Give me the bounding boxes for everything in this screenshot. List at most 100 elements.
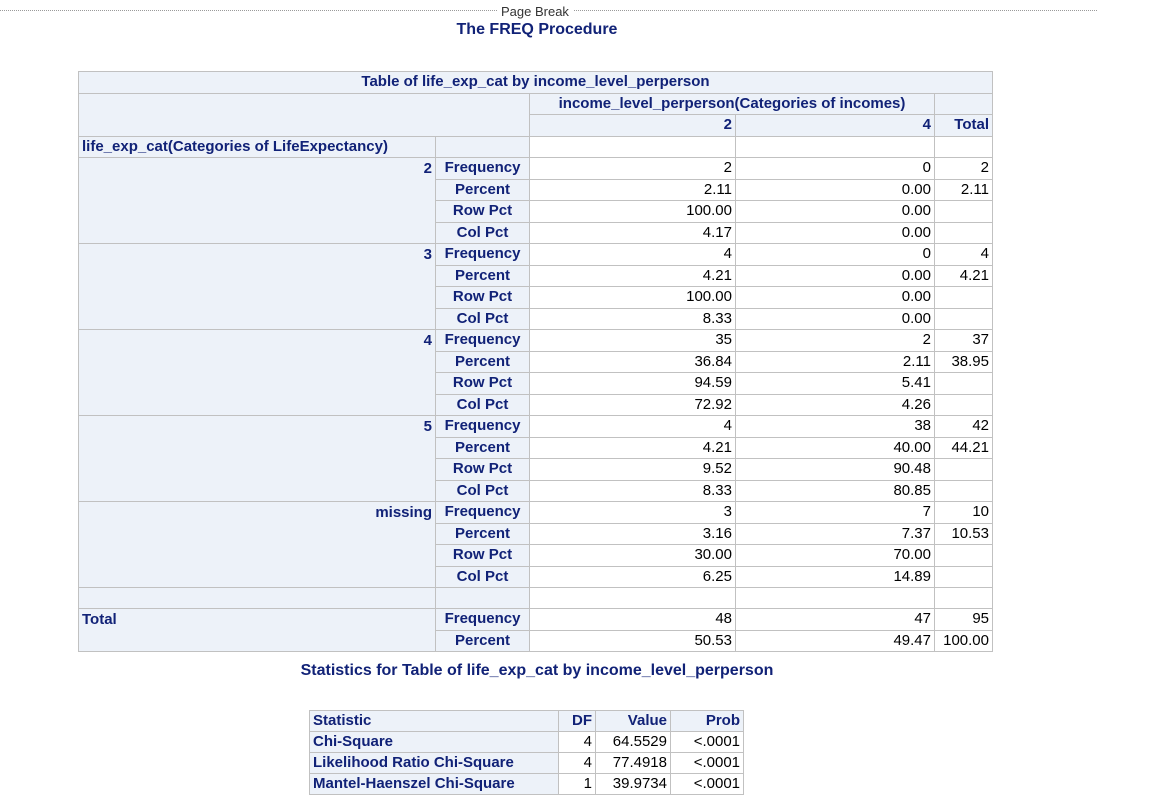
cell-value: 4.26 bbox=[735, 393, 935, 416]
statistic-name: Chi-Square bbox=[309, 731, 559, 753]
row-level-spacer bbox=[78, 222, 436, 244]
row-level-spacer bbox=[78, 458, 436, 480]
row-total-value bbox=[934, 479, 993, 502]
statistic-label: Col Pct bbox=[435, 565, 530, 588]
cell-value: 0.00 bbox=[735, 178, 935, 201]
statistic-row: Chi-Square 4 64.5529 <.0001 bbox=[309, 731, 744, 753]
cell-value: 4.21 bbox=[529, 264, 736, 287]
cell-value: 100.00 bbox=[529, 200, 736, 223]
prob-header: Prob bbox=[670, 710, 744, 732]
statistics-table: Statistic DF Value Prob Chi-Square 4 64.… bbox=[309, 710, 744, 795]
row-total-value: 10.53 bbox=[934, 522, 993, 545]
cell-value: 35 bbox=[529, 329, 736, 352]
column-level-header: 4 bbox=[735, 114, 935, 137]
statistic-value: 39.9734 bbox=[595, 773, 671, 795]
row-total-value bbox=[934, 307, 993, 330]
row-total-value: 4.21 bbox=[934, 264, 993, 287]
page-break-label: Page Break bbox=[497, 4, 573, 19]
cell-value: 6.25 bbox=[529, 565, 736, 588]
statistic-label: Frequency bbox=[435, 243, 530, 266]
cell-value: 8.33 bbox=[529, 479, 736, 502]
row-level-spacer bbox=[78, 437, 436, 459]
cell-value: 90.48 bbox=[735, 458, 935, 481]
cell-value: 3 bbox=[529, 501, 736, 524]
row-level-spacer bbox=[78, 544, 436, 566]
cell-value: 30.00 bbox=[529, 544, 736, 567]
statistic-label: Percent bbox=[435, 629, 530, 652]
column-total-value: 50.53 bbox=[529, 629, 736, 652]
statistic-label: Col Pct bbox=[435, 307, 530, 330]
grand-total-value: 100.00 bbox=[934, 629, 993, 652]
blank-cell bbox=[529, 135, 736, 158]
row-level-label: 4 bbox=[78, 329, 436, 351]
total-row-spacer bbox=[78, 630, 436, 652]
crosstab-row: Row Pct 100.00 0.00 bbox=[78, 286, 993, 309]
crosstab-row: Col Pct 8.33 80.85 bbox=[78, 479, 993, 502]
row-level-label: missing bbox=[78, 501, 436, 523]
statistic-label: Percent bbox=[435, 522, 530, 545]
total-header-spacer bbox=[934, 92, 993, 115]
row-level-spacer bbox=[78, 566, 436, 588]
row-total-value: 2 bbox=[934, 157, 993, 180]
row-level-spacer bbox=[78, 308, 436, 330]
cell-value: 2.11 bbox=[735, 350, 935, 373]
statistic-prob: <.0001 bbox=[670, 773, 744, 795]
crosstab-row: 5 Frequency 4 38 42 bbox=[78, 415, 993, 438]
cell-value: 2.11 bbox=[529, 178, 736, 201]
statistic-label: Frequency bbox=[435, 608, 530, 631]
output-page: Page Break The FREQ Procedure Table of l… bbox=[0, 4, 1097, 795]
crosstab-row: Percent 3.16 7.37 10.53 bbox=[78, 522, 993, 545]
row-total-value bbox=[934, 200, 993, 223]
cell-value: 80.85 bbox=[735, 479, 935, 502]
cell-value: 72.92 bbox=[529, 393, 736, 416]
statistic-label: Row Pct bbox=[435, 200, 530, 223]
blank-cell bbox=[934, 587, 993, 609]
statistic-label: Row Pct bbox=[435, 372, 530, 395]
crosstab-row: Percent 36.84 2.11 38.95 bbox=[78, 350, 993, 373]
cell-value: 4 bbox=[529, 415, 736, 438]
statistic-label: Col Pct bbox=[435, 393, 530, 416]
statistic-label: Col Pct bbox=[435, 479, 530, 502]
separator-cell bbox=[435, 587, 530, 609]
cell-value: 0 bbox=[735, 243, 935, 266]
row-level-spacer bbox=[78, 286, 436, 308]
cell-value: 7 bbox=[735, 501, 935, 524]
procedure-title: The FREQ Procedure bbox=[456, 21, 618, 38]
row-total-value: 38.95 bbox=[934, 350, 993, 373]
cell-value: 40.00 bbox=[735, 436, 935, 459]
column-total-value: 49.47 bbox=[735, 629, 935, 652]
crosstab-row: Percent 4.21 0.00 4.21 bbox=[78, 264, 993, 287]
column-level-header: 2 bbox=[529, 114, 736, 137]
row-level-spacer bbox=[78, 480, 436, 502]
crosstab-row: Row Pct 9.52 90.48 bbox=[78, 458, 993, 481]
corner-cell bbox=[78, 92, 530, 137]
statistic-df: 4 bbox=[558, 731, 596, 753]
statistic-value: 77.4918 bbox=[595, 752, 671, 774]
crosstab-row: Col Pct 4.17 0.00 bbox=[78, 221, 993, 244]
crosstab-row: Percent 2.11 0.00 2.11 bbox=[78, 178, 993, 201]
statistic-df: 4 bbox=[558, 752, 596, 774]
row-total-value bbox=[934, 221, 993, 244]
blank-cell bbox=[529, 587, 736, 609]
blank-cell bbox=[735, 587, 935, 609]
column-total-value: 47 bbox=[735, 608, 935, 631]
crosstab-row: 4 Frequency 35 2 37 bbox=[78, 329, 993, 352]
statistic-label: Row Pct bbox=[435, 458, 530, 481]
cell-value: 0.00 bbox=[735, 286, 935, 309]
row-total-value: 37 bbox=[934, 329, 993, 352]
statistic-name: Likelihood Ratio Chi-Square bbox=[309, 752, 559, 774]
row-total-value bbox=[934, 544, 993, 567]
row-level-spacer bbox=[78, 394, 436, 416]
separator-row bbox=[78, 587, 993, 609]
crosstab-title: Table of life_exp_cat by income_level_pe… bbox=[78, 71, 993, 94]
row-total-value bbox=[934, 393, 993, 416]
statistic-label: Frequency bbox=[435, 329, 530, 352]
statistic-label: Frequency bbox=[435, 501, 530, 524]
row-level-spacer bbox=[78, 179, 436, 201]
row-level-label: 5 bbox=[78, 415, 436, 437]
cell-value: 0.00 bbox=[735, 221, 935, 244]
statistic-label: Percent bbox=[435, 178, 530, 201]
row-level-label: 2 bbox=[78, 157, 436, 179]
cell-value: 9.52 bbox=[529, 458, 736, 481]
statistic-label: Row Pct bbox=[435, 286, 530, 309]
